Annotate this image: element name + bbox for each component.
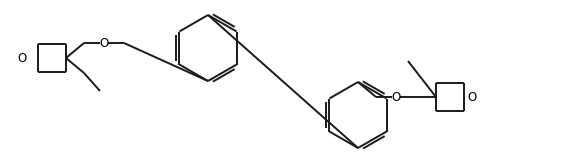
Text: O: O — [17, 51, 27, 65]
Text: O: O — [392, 90, 401, 103]
Text: O: O — [99, 37, 108, 49]
Text: O: O — [467, 90, 477, 103]
